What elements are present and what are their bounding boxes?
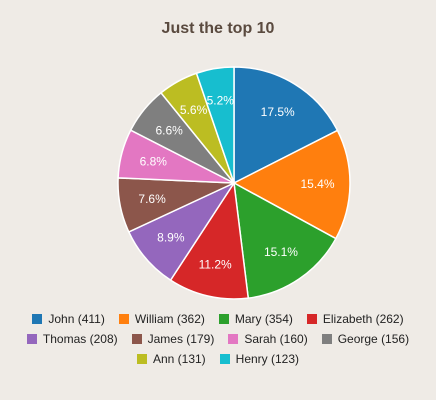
- legend-label: John (411): [48, 312, 105, 326]
- legend-item-sarah[interactable]: Sarah (160): [228, 332, 308, 346]
- legend-swatch: [26, 334, 37, 344]
- legend-label: Thomas (208): [42, 332, 118, 346]
- legend-swatch: [228, 334, 239, 344]
- legend-item-henry[interactable]: Henry (123): [219, 352, 300, 366]
- legend-label: Mary (354): [234, 312, 293, 326]
- legend-swatch: [118, 314, 129, 324]
- legend-item-mary[interactable]: Mary (354): [218, 312, 293, 326]
- legend-label: Elizabeth (262): [322, 312, 404, 326]
- chart-title: Just the top 10: [161, 20, 275, 37]
- legend: John (411) William (362) Mary (354) Elizabe…: [10, 312, 426, 366]
- legend-swatch: [136, 354, 147, 364]
- legend-label: Ann (131): [152, 352, 206, 366]
- slice-label-ann: 5.6%: [180, 103, 208, 117]
- slice-label-henry: 5.2%: [207, 94, 235, 108]
- legend-item-thomas[interactable]: Thomas (208): [26, 332, 118, 346]
- slice-label-elizabeth: 11.2%: [199, 257, 232, 271]
- pie-slice-mary[interactable]: [233, 181, 337, 299]
- legend-item-ann[interactable]: Ann (131): [136, 352, 206, 366]
- slice-label-sarah: 6.8%: [140, 155, 168, 169]
- slice-label-mary: 15.1%: [264, 245, 298, 259]
- pie-slice-william[interactable]: [232, 129, 351, 240]
- pie-slice-henry[interactable]: [195, 66, 235, 184]
- legend-label: Sarah (160): [244, 332, 308, 346]
- legend-item-elizabeth[interactable]: Elizabeth (262): [306, 312, 404, 326]
- legend-swatch: [321, 334, 332, 344]
- slice-label-william: 15.4%: [300, 177, 334, 191]
- slice-label-george: 6.6%: [155, 123, 183, 137]
- pie-slice-john[interactable]: [233, 66, 339, 185]
- legend-label: James (179): [147, 332, 215, 346]
- legend-label: William (362): [134, 312, 205, 326]
- legend-swatch: [219, 354, 230, 364]
- slice-label-james: 7.6%: [138, 192, 166, 206]
- legend-label: George (156): [337, 332, 410, 346]
- legend-item-george[interactable]: George (156): [321, 332, 410, 346]
- legend-swatch: [306, 314, 317, 324]
- legend-label: Henry (123): [235, 352, 300, 366]
- slice-label-thomas: 8.9%: [157, 231, 185, 245]
- legend-swatch: [131, 334, 142, 344]
- pie-slice-elizabeth[interactable]: [169, 180, 250, 300]
- legend-item-john[interactable]: John (411): [32, 312, 105, 326]
- legend-item-james[interactable]: James (179): [131, 332, 215, 346]
- legend-item-william[interactable]: William (362): [118, 312, 205, 326]
- slice-label-john: 17.5%: [261, 105, 295, 119]
- legend-swatch: [218, 314, 229, 324]
- legend-swatch: [32, 314, 43, 324]
